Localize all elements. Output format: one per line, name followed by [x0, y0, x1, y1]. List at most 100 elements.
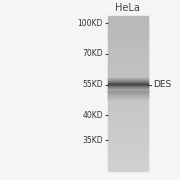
Bar [108, 95, 148, 96]
Bar [108, 78, 148, 80]
Bar [108, 154, 148, 156]
Bar [108, 123, 148, 125]
Bar [108, 38, 148, 40]
Bar [108, 81, 148, 82]
Bar [108, 107, 148, 109]
Bar [108, 22, 148, 24]
Bar [108, 66, 148, 68]
Bar [108, 70, 148, 72]
Bar [108, 149, 148, 151]
Bar [108, 58, 148, 60]
Bar [108, 61, 148, 63]
Bar [108, 118, 148, 120]
Bar [108, 64, 148, 66]
Bar [108, 126, 148, 128]
Bar [108, 125, 148, 127]
Bar [108, 88, 148, 89]
Bar [108, 83, 148, 85]
Bar [108, 46, 148, 48]
Bar [108, 33, 148, 35]
Bar [108, 91, 148, 92]
Bar [108, 88, 148, 89]
Bar [108, 18, 148, 20]
Bar [108, 134, 148, 136]
Bar [108, 135, 148, 137]
Bar [108, 122, 148, 123]
Bar [108, 96, 148, 97]
Bar [108, 100, 148, 102]
Bar [108, 98, 148, 100]
Bar [108, 104, 148, 106]
Bar [108, 93, 148, 94]
Bar [108, 27, 148, 29]
Bar [108, 26, 148, 27]
Bar [108, 75, 148, 77]
Bar [108, 67, 148, 69]
Bar [108, 94, 148, 95]
Text: 40KD: 40KD [82, 111, 103, 120]
Bar [108, 84, 148, 85]
Bar [108, 156, 148, 158]
Bar [108, 82, 148, 83]
Bar [108, 111, 148, 112]
Bar [108, 80, 148, 82]
Bar [108, 78, 148, 79]
Bar [108, 90, 148, 91]
Bar [108, 93, 148, 94]
Text: HeLa: HeLa [115, 3, 140, 13]
Bar [108, 169, 148, 171]
Bar [108, 140, 148, 142]
Bar [108, 148, 148, 150]
Bar [108, 129, 148, 131]
Bar [108, 92, 148, 94]
Bar [108, 163, 148, 165]
Bar [108, 115, 148, 117]
Bar [108, 49, 148, 51]
Bar [108, 109, 148, 111]
Bar [108, 44, 148, 46]
Bar [108, 157, 148, 159]
Bar [108, 91, 148, 92]
Bar [108, 159, 148, 161]
Bar [108, 52, 148, 54]
Bar [108, 101, 148, 103]
Bar [108, 55, 148, 57]
Bar [108, 152, 148, 154]
Bar [108, 114, 148, 116]
Bar [108, 85, 148, 86]
Bar [108, 72, 148, 74]
Text: 55KD: 55KD [82, 80, 103, 89]
Bar [108, 35, 148, 37]
Bar [108, 80, 148, 81]
Bar [108, 24, 148, 26]
Bar [108, 47, 148, 49]
Bar [108, 89, 148, 90]
Bar [108, 97, 148, 98]
Bar [108, 73, 148, 75]
Text: 100KD: 100KD [78, 19, 103, 28]
Bar [108, 162, 148, 164]
Bar [108, 42, 148, 44]
Bar [108, 89, 148, 91]
Bar [108, 97, 148, 99]
Bar [108, 98, 148, 99]
Bar [108, 30, 148, 32]
Text: 35KD: 35KD [82, 136, 103, 145]
Bar [108, 32, 148, 34]
Bar [108, 90, 148, 91]
Bar [108, 142, 148, 143]
Bar [108, 21, 148, 23]
Bar [108, 57, 148, 58]
Bar [108, 146, 148, 148]
Bar [108, 87, 148, 89]
Bar [108, 103, 148, 105]
Bar [108, 50, 148, 52]
Bar [108, 132, 148, 134]
Bar [108, 85, 148, 86]
Bar [108, 86, 148, 87]
Bar [108, 41, 148, 43]
Bar [108, 95, 148, 97]
Bar [108, 84, 148, 86]
Bar [108, 16, 148, 18]
Bar [108, 36, 148, 38]
